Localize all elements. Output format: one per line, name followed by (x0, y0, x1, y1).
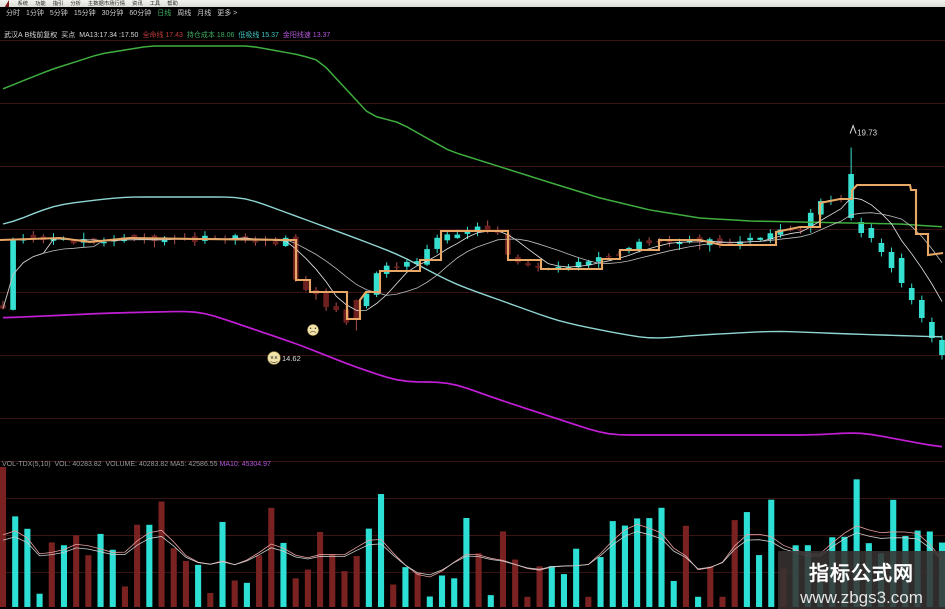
svg-text:14.62: 14.62 (282, 354, 301, 363)
svg-text:19.73: 19.73 (857, 129, 878, 138)
